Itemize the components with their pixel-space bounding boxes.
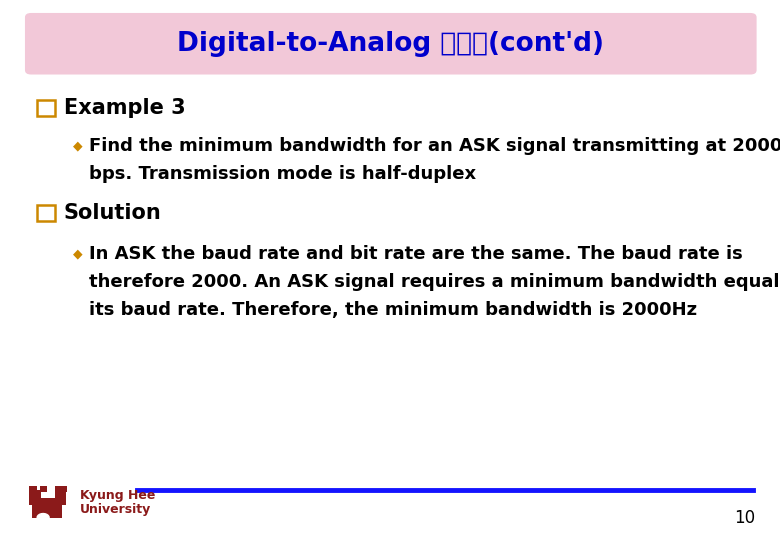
Bar: [30, 486, 37, 492]
Text: ◆: ◆: [73, 139, 83, 152]
Bar: [60, 486, 68, 492]
Text: Kyung Hee: Kyung Hee: [80, 489, 155, 502]
Bar: [30, 490, 41, 505]
Bar: [55, 486, 62, 492]
Text: In ASK the baud rate and bit rate are the same. The baud rate is: In ASK the baud rate and bit rate are th…: [89, 245, 743, 263]
Bar: [32, 498, 62, 518]
Text: ◆: ◆: [73, 247, 83, 260]
Text: Example 3: Example 3: [64, 98, 186, 118]
Text: Digital-to-Analog 부호화(cont'd): Digital-to-Analog 부호화(cont'd): [177, 31, 604, 57]
Text: bps. Transmission mode is half-duplex: bps. Transmission mode is half-duplex: [89, 165, 476, 183]
Bar: [40, 486, 48, 492]
Bar: [55, 490, 66, 505]
Text: 10: 10: [734, 509, 755, 528]
Text: therefore 2000. An ASK signal requires a minimum bandwidth equal to: therefore 2000. An ASK signal requires a…: [89, 273, 780, 291]
Text: Find the minimum bandwidth for an ASK signal transmitting at 2000: Find the minimum bandwidth for an ASK si…: [89, 137, 780, 155]
Text: Solution: Solution: [64, 203, 161, 224]
Text: University: University: [80, 503, 151, 516]
Text: its baud rate. Therefore, the minimum bandwidth is 2000Hz: its baud rate. Therefore, the minimum ba…: [89, 301, 697, 319]
Polygon shape: [37, 514, 49, 518]
